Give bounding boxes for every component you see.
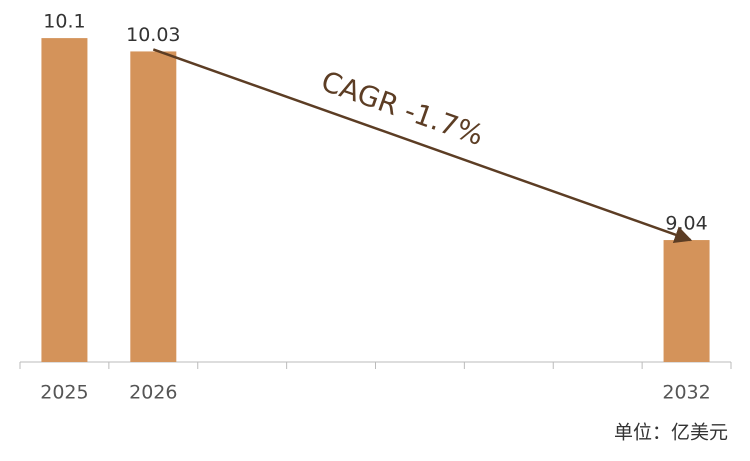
x-tick-label: 2025 (40, 382, 88, 404)
bar (130, 51, 177, 362)
bar (41, 38, 88, 363)
x-tick-label: 2032 (662, 382, 710, 404)
unit-note: 单位：亿美元 (614, 422, 728, 444)
value-label: 9.04 (665, 213, 707, 235)
value-label: 10.03 (126, 24, 180, 46)
value-label: 10.1 (43, 11, 85, 33)
cagr-arrow (152, 48, 693, 244)
bar (663, 240, 710, 362)
x-tick-label: 2026 (129, 382, 177, 404)
